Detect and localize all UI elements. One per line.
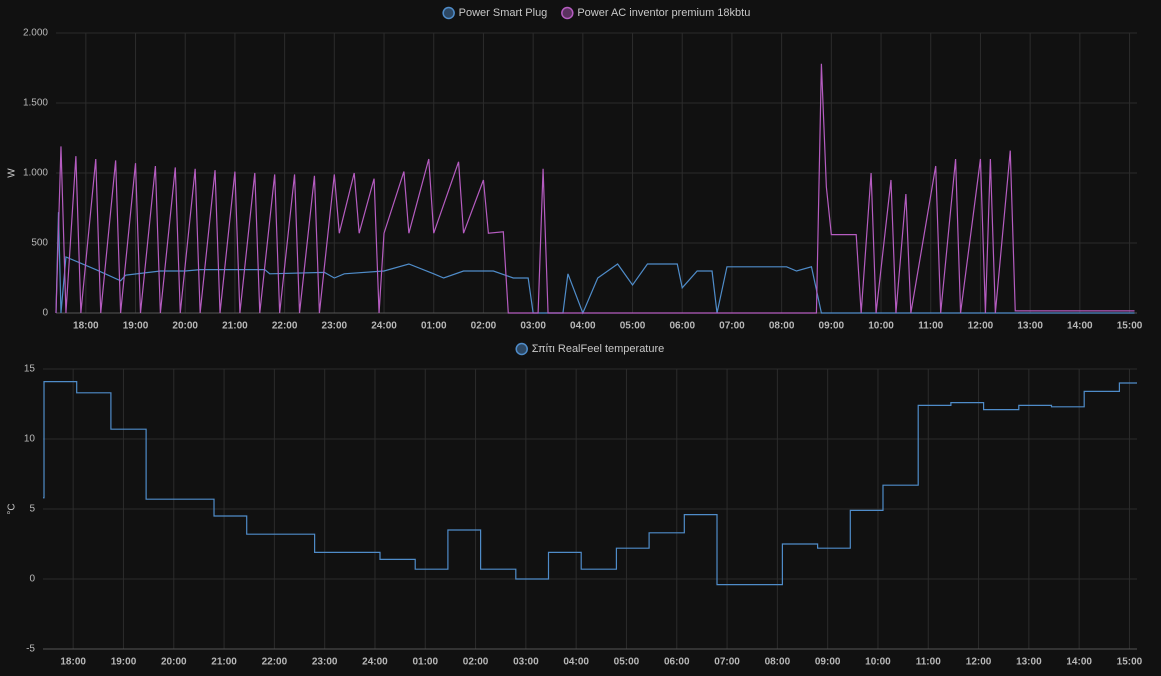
x-tick-label: 03:00 bbox=[520, 321, 546, 332]
y-axis-label: °C bbox=[7, 503, 18, 514]
x-tick-label: 15:00 bbox=[1117, 321, 1143, 332]
x-tick-label: 11:00 bbox=[916, 657, 941, 668]
x-tick-label: 03:00 bbox=[513, 657, 539, 668]
x-tick-label: 12:00 bbox=[966, 657, 992, 668]
x-tick-label: 10:00 bbox=[868, 321, 894, 332]
x-tick-label: 04:00 bbox=[570, 321, 596, 332]
y-tick-label: 5 bbox=[29, 504, 35, 515]
x-tick-label: 08:00 bbox=[769, 321, 795, 332]
x-tick-label: 01:00 bbox=[412, 657, 438, 668]
x-tick-label: 14:00 bbox=[1067, 321, 1093, 332]
x-tick-label: 01:00 bbox=[421, 321, 447, 332]
x-tick-label: 06:00 bbox=[664, 657, 690, 668]
y-tick-label: 15 bbox=[24, 364, 36, 375]
legend: Power Smart Plug Power AC inventor premiu… bbox=[442, 6, 750, 20]
legend-swatch bbox=[442, 6, 455, 20]
x-tick-label: 13:00 bbox=[1017, 321, 1043, 332]
x-tick-label: 11:00 bbox=[918, 321, 943, 332]
x-tick-label: 24:00 bbox=[371, 321, 397, 332]
legend-label: Σπίτι RealFeel temperature bbox=[532, 343, 665, 355]
series-line bbox=[55, 63, 1135, 314]
legend-swatch bbox=[515, 342, 528, 356]
x-tick-label: 09:00 bbox=[819, 321, 845, 332]
x-tick-label: 22:00 bbox=[262, 657, 288, 668]
legend-label: Power Smart Plug bbox=[459, 7, 548, 19]
x-tick-label: 09:00 bbox=[815, 657, 841, 668]
x-tick-label: 21:00 bbox=[211, 657, 237, 668]
x-tick-label: 20:00 bbox=[161, 657, 187, 668]
y-tick-label: 0 bbox=[29, 574, 35, 585]
x-tick-label: 02:00 bbox=[463, 657, 489, 668]
x-tick-label: 07:00 bbox=[714, 657, 740, 668]
y-tick-label: 1.000 bbox=[23, 168, 48, 179]
y-tick-label: 0 bbox=[42, 308, 48, 319]
x-tick-label: 18:00 bbox=[73, 321, 99, 332]
legend-label: Power AC inventor premium 18kbtu bbox=[577, 7, 750, 19]
y-tick-label: 500 bbox=[31, 238, 48, 249]
x-tick-label: 13:00 bbox=[1016, 657, 1042, 668]
x-tick-label: 10:00 bbox=[865, 657, 891, 668]
series-line bbox=[43, 381, 1137, 586]
x-tick-label: 02:00 bbox=[471, 321, 497, 332]
x-tick-label: 08:00 bbox=[765, 657, 791, 668]
y-tick-label: 10 bbox=[24, 434, 36, 445]
x-tick-label: 05:00 bbox=[620, 321, 646, 332]
y-tick-label: 2.000 bbox=[23, 28, 48, 39]
x-tick-label: 07:00 bbox=[719, 321, 745, 332]
x-tick-label: 22:00 bbox=[272, 321, 298, 332]
x-tick-label: 21:00 bbox=[222, 321, 248, 332]
x-tick-label: 04:00 bbox=[563, 657, 589, 668]
x-tick-label: 19:00 bbox=[111, 657, 137, 668]
y-axis-label: W bbox=[7, 168, 18, 178]
x-tick-label: 18:00 bbox=[60, 657, 86, 668]
y-tick-label: -5 bbox=[26, 644, 35, 655]
x-tick-label: 15:00 bbox=[1117, 657, 1143, 668]
x-tick-label: 05:00 bbox=[614, 657, 640, 668]
x-tick-label: 06:00 bbox=[669, 321, 695, 332]
x-tick-label: 23:00 bbox=[322, 321, 348, 332]
legend: Σπίτι RealFeel temperature bbox=[515, 342, 665, 356]
x-tick-label: 19:00 bbox=[123, 321, 149, 332]
legend-swatch bbox=[561, 6, 574, 20]
x-tick-label: 20:00 bbox=[172, 321, 198, 332]
x-tick-label: 23:00 bbox=[312, 657, 338, 668]
x-tick-label: 12:00 bbox=[968, 321, 994, 332]
y-tick-label: 1.500 bbox=[23, 98, 48, 109]
x-tick-label: 14:00 bbox=[1066, 657, 1092, 668]
x-tick-label: 24:00 bbox=[362, 657, 388, 668]
